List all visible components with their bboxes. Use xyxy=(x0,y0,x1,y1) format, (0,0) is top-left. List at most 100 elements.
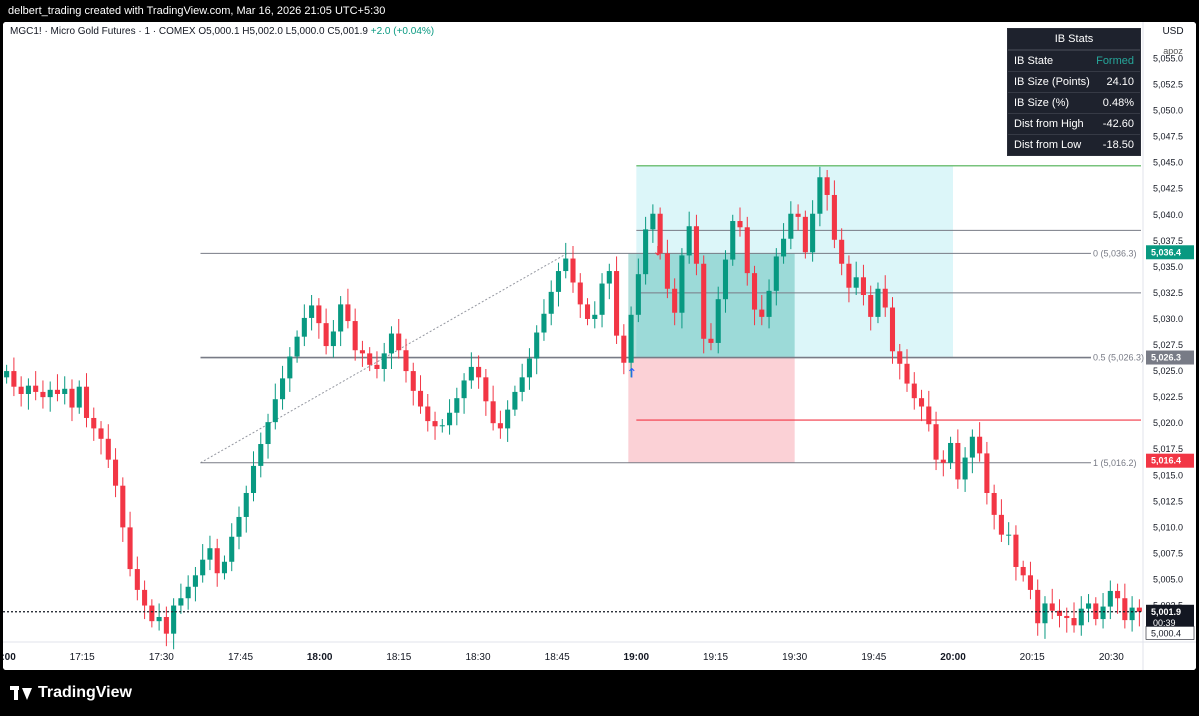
candle-body xyxy=(25,385,31,394)
time-tick-label: 17:30 xyxy=(149,652,174,663)
time-tick-label: 20:15 xyxy=(1020,652,1045,663)
candle-body xyxy=(156,616,162,622)
price-tick-label: 5,017.5 xyxy=(1153,444,1183,454)
candle-body xyxy=(1020,566,1026,576)
ib-stats-panel: IB Stats IB State Formed IB Size (Points)… xyxy=(1007,28,1141,156)
candle-body xyxy=(352,321,358,351)
candle-body xyxy=(62,388,68,394)
candle-body xyxy=(359,350,365,354)
candle-body xyxy=(272,399,278,423)
candle-body xyxy=(817,177,823,214)
price-tick-label: 5,040.0 xyxy=(1153,210,1183,220)
candle-body xyxy=(250,465,257,493)
candle-body xyxy=(497,423,503,429)
candle-body xyxy=(686,226,692,256)
symbol-legend[interactable]: MGC1! · Micro Gold Futures · 1 · COMEX O… xyxy=(10,26,434,37)
candle-body xyxy=(214,548,220,574)
time-tick-label: 18:15 xyxy=(386,652,411,663)
price-chart[interactable]: 0 (5,036.3) 0.5 (5,026.3) 1 (5,016.2) ↑ ↓ 5,0… xyxy=(3,22,1196,670)
candle-body xyxy=(722,259,729,300)
candle-body xyxy=(330,331,336,347)
candle-body xyxy=(766,290,772,317)
candle-body xyxy=(926,406,932,425)
candle-body xyxy=(207,548,213,560)
time-tick-label: 20:30 xyxy=(1099,652,1124,663)
candle-body xyxy=(882,288,888,308)
buy-arrow-icon: ↑ xyxy=(626,367,637,382)
candle-body xyxy=(555,271,562,292)
candle-body xyxy=(410,371,416,391)
currency-label[interactable]: USD xyxy=(1162,26,1184,37)
candle-body xyxy=(367,353,373,365)
candle-body xyxy=(853,277,859,288)
candle-body xyxy=(977,436,983,454)
tradingview-logo-icon xyxy=(10,686,32,700)
candle-body xyxy=(788,213,794,239)
time-tick-label: 19:00 xyxy=(624,652,650,663)
candle-body xyxy=(105,438,111,460)
candle-body xyxy=(127,527,133,570)
candle-body xyxy=(802,216,808,253)
candle-body xyxy=(221,561,228,574)
ib-row-state: IB State Formed xyxy=(1008,50,1140,71)
chart-frame[interactable]: 0 (5,036.3) 0.5 (5,026.3) 1 (5,016.2) ↑ ↓ 5,0… xyxy=(3,22,1196,670)
candle-body xyxy=(606,271,612,284)
candle-body xyxy=(142,589,148,606)
candle-body xyxy=(11,371,17,387)
candle-body xyxy=(134,569,140,590)
long-position-loss-zone xyxy=(628,357,795,463)
candle-body xyxy=(76,386,82,408)
candle-body xyxy=(4,371,10,378)
price-tick-label: 5,030.0 xyxy=(1153,314,1183,324)
candle-body xyxy=(563,258,569,272)
tradingview-logo[interactable]: TradingView xyxy=(10,684,132,702)
candle-body xyxy=(679,255,685,313)
price-tick-label: 5,052.5 xyxy=(1153,80,1183,90)
candle-body xyxy=(439,425,445,427)
candle-body xyxy=(577,282,583,305)
candle-body xyxy=(614,271,620,336)
time-tick-label: 18:00 xyxy=(307,652,333,663)
candle-body xyxy=(955,442,961,480)
time-tick-label: 17:45 xyxy=(228,652,253,663)
ib-row-size-points: IB Size (Points) 24.10 xyxy=(1008,71,1140,92)
candle-body xyxy=(1122,598,1128,621)
unit-label: apoz xyxy=(1163,46,1183,56)
change-value: +2.0 (+0.04%) xyxy=(370,26,435,37)
current-price-value: 5,001.9 xyxy=(1151,607,1181,617)
candle-body xyxy=(693,226,699,264)
candle-body xyxy=(715,299,721,343)
candle-body xyxy=(417,390,424,407)
candle-body xyxy=(403,350,409,372)
candle-body xyxy=(388,333,395,354)
candle-body xyxy=(229,536,235,562)
candle-body xyxy=(476,366,482,378)
time-tick-label: 19:30 xyxy=(782,652,807,663)
candle-body xyxy=(781,238,787,257)
candle-body xyxy=(526,358,532,378)
candle-body xyxy=(301,317,307,337)
candle-body xyxy=(672,288,678,313)
candle-body xyxy=(287,356,293,379)
price-tick-label: 5,020.0 xyxy=(1153,418,1183,428)
candle-body xyxy=(795,213,801,217)
time-tick-label: 18:30 xyxy=(465,652,490,663)
fib-level-label: 1 (5,016.2) xyxy=(1093,458,1137,468)
candle-body xyxy=(91,417,97,429)
price-tick-label: 5,027.5 xyxy=(1153,340,1183,350)
candle-body xyxy=(599,283,605,315)
time-tick-label: 20:00 xyxy=(940,652,966,663)
price-tick-label: 5,012.5 xyxy=(1153,496,1183,506)
candle-body xyxy=(374,364,380,369)
candle-body xyxy=(454,398,460,413)
ib-label: IB Size (Points) xyxy=(1014,76,1090,88)
level-price-tag xyxy=(1146,350,1194,365)
candle-body xyxy=(933,424,939,460)
price-tick-label: 5,022.5 xyxy=(1153,392,1183,402)
fib-level-label: 0.5 (5,026.3) xyxy=(1093,353,1144,363)
candle-body xyxy=(744,227,750,274)
candle-body xyxy=(1056,610,1063,616)
candle-body xyxy=(83,386,90,418)
candle-body xyxy=(396,333,402,351)
brand-name: TradingView xyxy=(38,684,132,701)
